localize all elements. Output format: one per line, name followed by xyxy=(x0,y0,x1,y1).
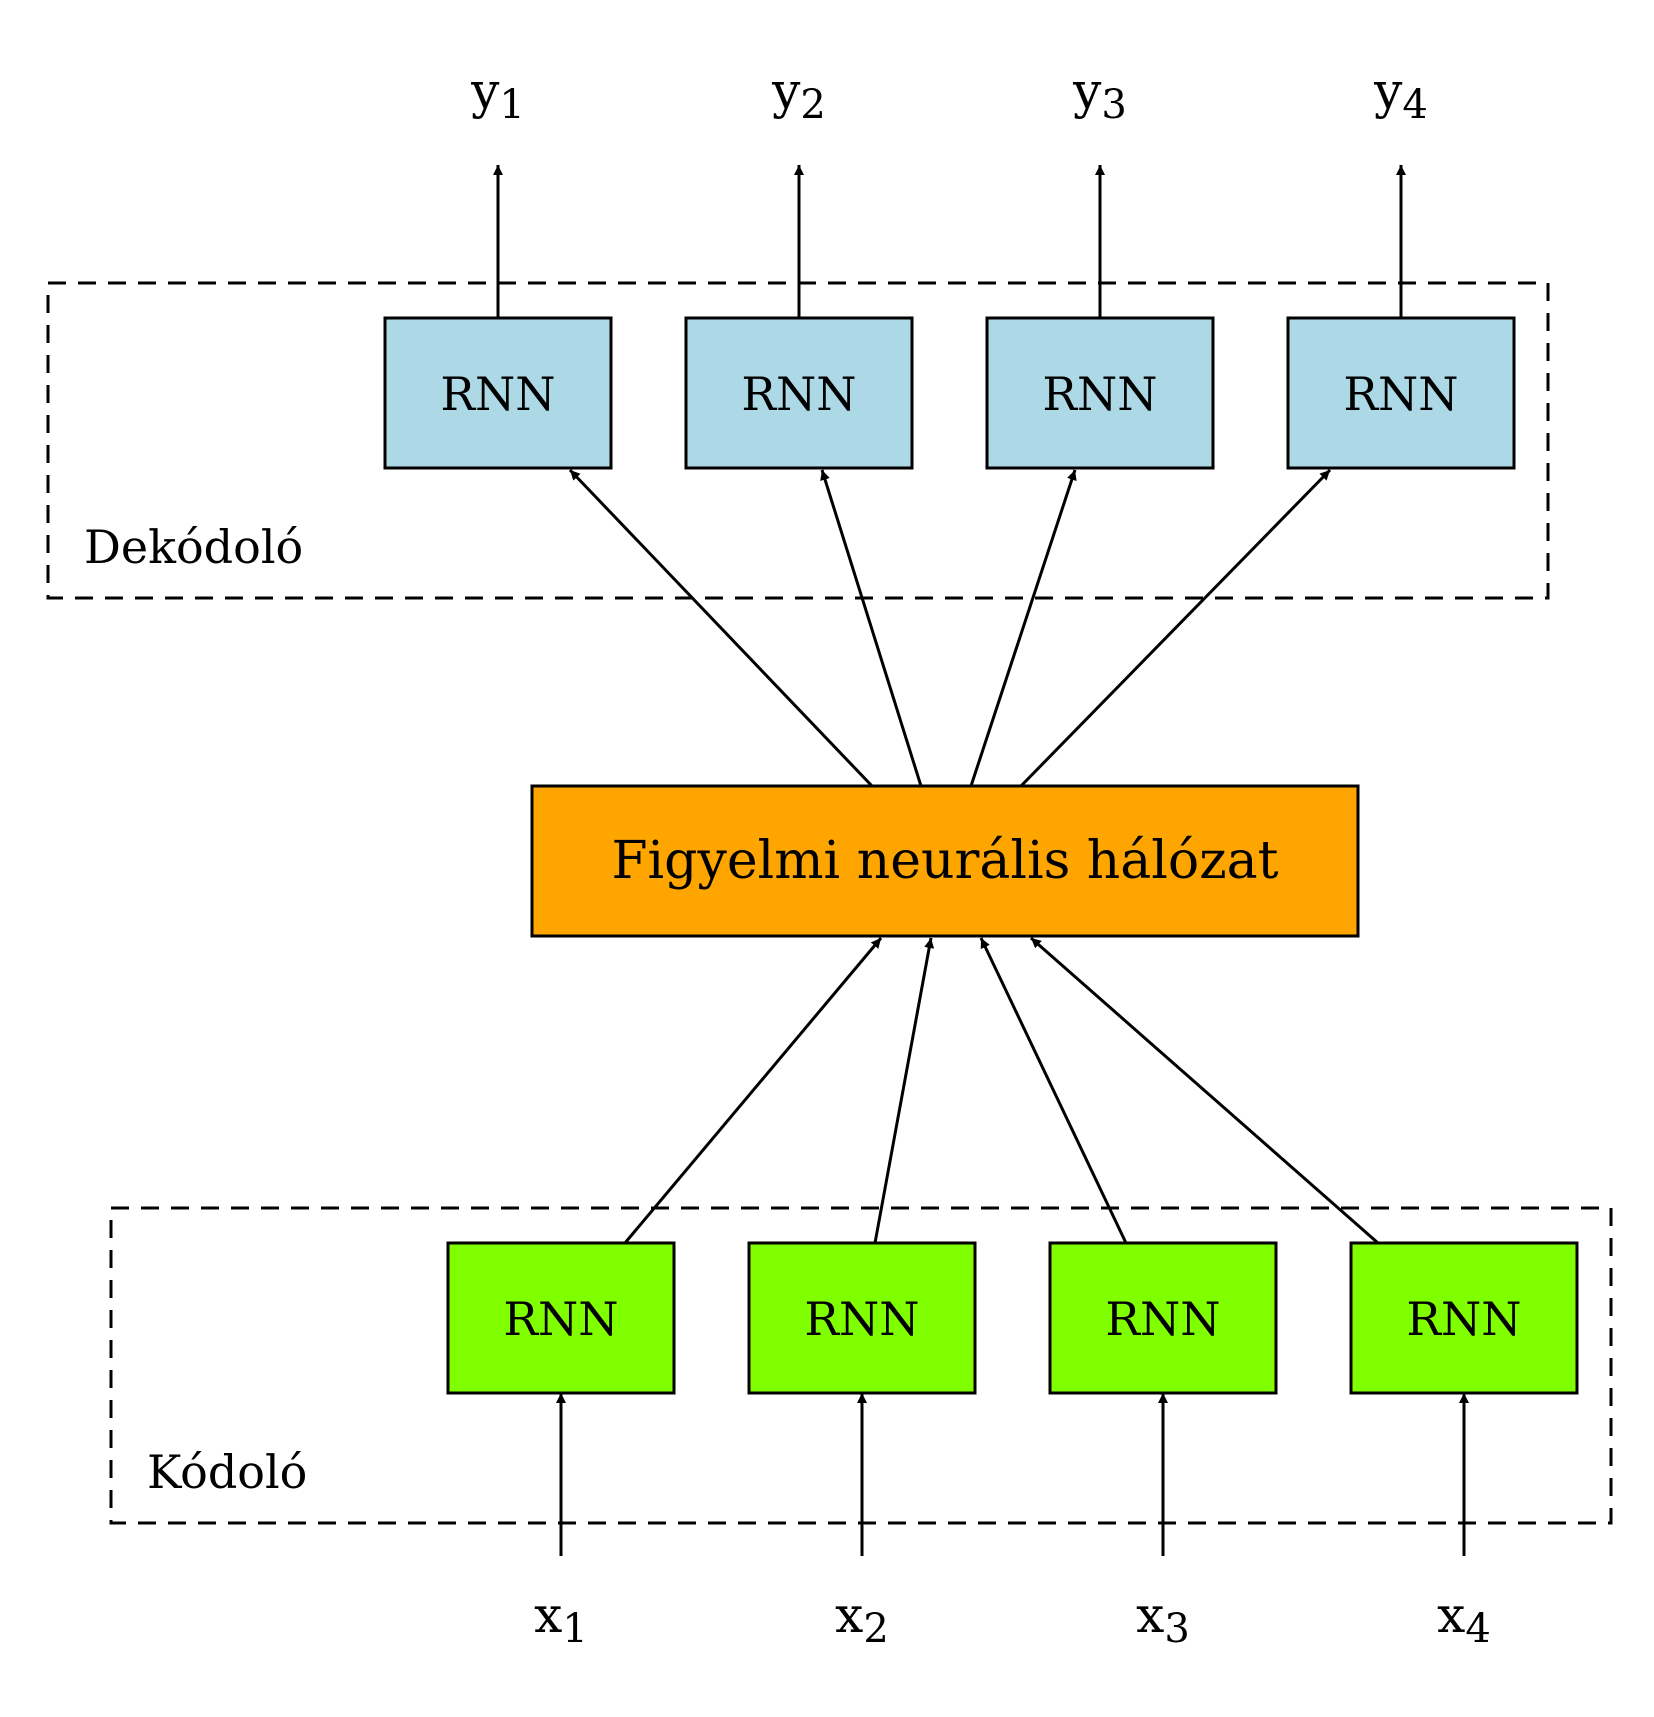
decoder-rnn-2-label: RNN xyxy=(741,367,856,421)
decoder-rnn-4-label: RNN xyxy=(1343,367,1458,421)
encoder-rnn-3-label: RNN xyxy=(1105,1292,1220,1346)
encoder-rnn-1-box xyxy=(446,1241,676,1395)
encoder-rnn-4-box xyxy=(1349,1241,1579,1395)
encoder-rnn-2-box xyxy=(747,1241,977,1395)
decoder-rnn-1-box xyxy=(383,316,613,470)
arrow-encoder-3-to-attention xyxy=(979,937,1128,1244)
encoder-to-attention-arrows xyxy=(623,936,1379,1245)
input-arrows xyxy=(556,1393,1469,1556)
arrow-attention-to-decoder-3 xyxy=(969,469,1077,787)
decoder-cells: RNN RNN RNN RNN xyxy=(383,316,1516,470)
encoder-rnn-4-label: RNN xyxy=(1406,1292,1521,1346)
decoder-rnn-3-box xyxy=(985,316,1215,470)
encoder-label: Kódoló xyxy=(147,1445,307,1499)
decoder-rnn-4: RNN xyxy=(1286,316,1516,470)
decoder-rnn-4-box xyxy=(1286,316,1516,470)
decoder-rnn-2: RNN xyxy=(684,316,914,470)
input-labels: x1 x2 x3 x4 xyxy=(534,1586,1491,1652)
encoder-rnn-2-label: RNN xyxy=(804,1292,919,1346)
arrow-attention-to-decoder-1 xyxy=(568,468,874,788)
attention-network-box xyxy=(530,784,1360,938)
attention-network: Figyelmi neurális hálózat xyxy=(530,784,1360,938)
encoder-rnn-4: RNN xyxy=(1349,1241,1579,1395)
arrow-encoder-4-to-attention xyxy=(1030,936,1379,1245)
encoder-rnn-2: RNN xyxy=(747,1241,977,1395)
input-x2: x2 xyxy=(835,1586,889,1652)
decoder-rnn-2-box xyxy=(684,316,914,470)
decoder-rnn-1-label: RNN xyxy=(440,367,555,421)
arrow-attention-to-decoder-4 xyxy=(1019,468,1332,788)
decoder-rnn-3-label: RNN xyxy=(1042,367,1157,421)
arrow-attention-to-decoder-2 xyxy=(820,469,923,787)
output-labels: y1 y2 y3 y4 xyxy=(470,62,1428,128)
encoder-rnn-3: RNN xyxy=(1048,1241,1278,1395)
encoder-rnn-1: RNN xyxy=(446,1241,676,1395)
output-y2: y2 xyxy=(771,62,826,128)
attention-network-label: Figyelmi neurális hálózat xyxy=(611,831,1278,891)
encoder-rnn-3-box xyxy=(1048,1241,1278,1395)
encoder-cells: RNN RNN RNN RNN xyxy=(446,1241,1579,1395)
output-arrows xyxy=(493,165,1406,318)
encoder-rnn-1-label: RNN xyxy=(503,1292,618,1346)
decoder-rnn-1: RNN xyxy=(383,316,613,470)
arrow-encoder-2-to-attention xyxy=(873,937,935,1244)
output-y1: y1 xyxy=(470,62,525,128)
input-x1: x1 xyxy=(534,1586,588,1652)
arrow-encoder-1-to-attention xyxy=(623,937,883,1244)
output-y4: y4 xyxy=(1373,62,1428,128)
output-y3: y3 xyxy=(1072,62,1127,128)
decoder-rnn-3: RNN xyxy=(985,316,1215,470)
input-x4: x4 xyxy=(1437,1586,1491,1652)
decoder-label: Dekódoló xyxy=(84,520,303,574)
input-x3: x3 xyxy=(1136,1586,1190,1652)
attention-to-decoder-arrows xyxy=(568,468,1332,788)
